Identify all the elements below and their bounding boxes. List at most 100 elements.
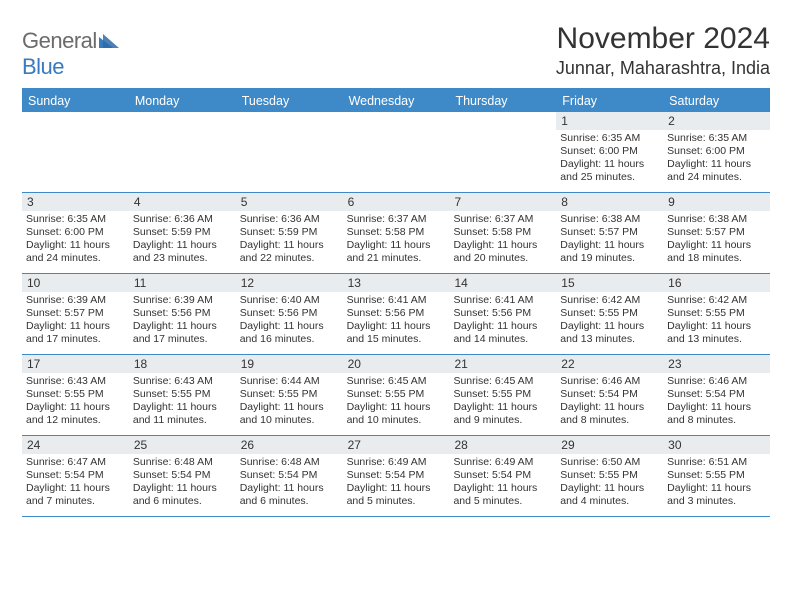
day-number: 27 — [343, 436, 450, 454]
day-d2: and 8 minutes. — [560, 414, 659, 427]
day-d2: and 6 minutes. — [133, 495, 232, 508]
day-number: 3 — [22, 193, 129, 211]
dayhead-sat: Saturday — [663, 90, 770, 112]
day-d1: Daylight: 11 hours — [667, 401, 766, 414]
day-number: 23 — [663, 355, 770, 373]
day-cell: 6Sunrise: 6:37 AMSunset: 5:58 PMDaylight… — [343, 193, 450, 273]
day-cell: 22Sunrise: 6:46 AMSunset: 5:54 PMDayligh… — [556, 355, 663, 435]
day-d1: Daylight: 11 hours — [560, 401, 659, 414]
day-d2: and 10 minutes. — [347, 414, 446, 427]
day-sunset: Sunset: 5:55 PM — [560, 307, 659, 320]
day-body: Sunrise: 6:43 AMSunset: 5:55 PMDaylight:… — [22, 373, 129, 432]
day-sunset: Sunset: 5:54 PM — [667, 388, 766, 401]
day-body: Sunrise: 6:42 AMSunset: 5:55 PMDaylight:… — [663, 292, 770, 351]
day-sunrise: Sunrise: 6:47 AM — [26, 456, 125, 469]
day-cell: 19Sunrise: 6:44 AMSunset: 5:55 PMDayligh… — [236, 355, 343, 435]
logo-triangle-icon — [97, 35, 121, 54]
day-d1: Daylight: 11 hours — [453, 320, 552, 333]
day-sunset: Sunset: 5:57 PM — [560, 226, 659, 239]
day-d1: Daylight: 11 hours — [240, 482, 339, 495]
day-body: Sunrise: 6:36 AMSunset: 5:59 PMDaylight:… — [236, 211, 343, 270]
dayhead-wed: Wednesday — [343, 90, 450, 112]
day-sunset: Sunset: 5:54 PM — [240, 469, 339, 482]
day-number: 8 — [556, 193, 663, 211]
day-sunrise: Sunrise: 6:45 AM — [453, 375, 552, 388]
day-header-row: Sunday Monday Tuesday Wednesday Thursday… — [22, 90, 770, 112]
day-cell: 17Sunrise: 6:43 AMSunset: 5:55 PMDayligh… — [22, 355, 129, 435]
day-body: Sunrise: 6:38 AMSunset: 5:57 PMDaylight:… — [556, 211, 663, 270]
day-d2: and 19 minutes. — [560, 252, 659, 265]
day-sunset: Sunset: 5:55 PM — [347, 388, 446, 401]
day-cell: 12Sunrise: 6:40 AMSunset: 5:56 PMDayligh… — [236, 274, 343, 354]
day-number: 29 — [556, 436, 663, 454]
day-cell: 2Sunrise: 6:35 AMSunset: 6:00 PMDaylight… — [663, 112, 770, 192]
logo-blue: Blue — [22, 54, 64, 79]
day-body: Sunrise: 6:49 AMSunset: 5:54 PMDaylight:… — [449, 454, 556, 513]
day-number: 12 — [236, 274, 343, 292]
day-body: Sunrise: 6:35 AMSunset: 6:00 PMDaylight:… — [22, 211, 129, 270]
day-d2: and 16 minutes. — [240, 333, 339, 346]
day-body: Sunrise: 6:38 AMSunset: 5:57 PMDaylight:… — [663, 211, 770, 270]
day-sunset: Sunset: 5:54 PM — [453, 469, 552, 482]
day-cell: 29Sunrise: 6:50 AMSunset: 5:55 PMDayligh… — [556, 436, 663, 516]
day-number: 7 — [449, 193, 556, 211]
day-sunrise: Sunrise: 6:37 AM — [453, 213, 552, 226]
day-sunset: Sunset: 5:54 PM — [133, 469, 232, 482]
day-body: Sunrise: 6:35 AMSunset: 6:00 PMDaylight:… — [663, 130, 770, 189]
day-sunrise: Sunrise: 6:35 AM — [560, 132, 659, 145]
day-cell: 11Sunrise: 6:39 AMSunset: 5:56 PMDayligh… — [129, 274, 236, 354]
day-number: 4 — [129, 193, 236, 211]
day-sunset: Sunset: 5:55 PM — [667, 307, 766, 320]
day-d1: Daylight: 11 hours — [26, 482, 125, 495]
day-d1: Daylight: 11 hours — [560, 482, 659, 495]
day-d1: Daylight: 11 hours — [347, 401, 446, 414]
day-cell: 3Sunrise: 6:35 AMSunset: 6:00 PMDaylight… — [22, 193, 129, 273]
day-number: 5 — [236, 193, 343, 211]
day-d1: Daylight: 11 hours — [347, 320, 446, 333]
day-cell: 16Sunrise: 6:42 AMSunset: 5:55 PMDayligh… — [663, 274, 770, 354]
day-sunset: Sunset: 5:54 PM — [560, 388, 659, 401]
day-sunset: Sunset: 5:54 PM — [347, 469, 446, 482]
day-sunrise: Sunrise: 6:35 AM — [26, 213, 125, 226]
day-d2: and 11 minutes. — [133, 414, 232, 427]
day-number: 13 — [343, 274, 450, 292]
day-d1: Daylight: 11 hours — [26, 239, 125, 252]
day-sunset: Sunset: 5:56 PM — [453, 307, 552, 320]
week-row: 1Sunrise: 6:35 AMSunset: 6:00 PMDaylight… — [22, 112, 770, 193]
day-sunset: Sunset: 6:00 PM — [667, 145, 766, 158]
day-d1: Daylight: 11 hours — [133, 401, 232, 414]
day-d1: Daylight: 11 hours — [667, 482, 766, 495]
day-sunrise: Sunrise: 6:39 AM — [133, 294, 232, 307]
title-block: November 2024 Junnar, Maharashtra, India — [556, 22, 770, 79]
day-d2: and 5 minutes. — [347, 495, 446, 508]
day-body: Sunrise: 6:41 AMSunset: 5:56 PMDaylight:… — [449, 292, 556, 351]
day-cell — [343, 112, 450, 192]
day-sunrise: Sunrise: 6:43 AM — [26, 375, 125, 388]
day-sunrise: Sunrise: 6:37 AM — [347, 213, 446, 226]
day-sunrise: Sunrise: 6:41 AM — [453, 294, 552, 307]
day-body: Sunrise: 6:50 AMSunset: 5:55 PMDaylight:… — [556, 454, 663, 513]
day-number: 19 — [236, 355, 343, 373]
day-d2: and 8 minutes. — [667, 414, 766, 427]
week-row: 10Sunrise: 6:39 AMSunset: 5:57 PMDayligh… — [22, 274, 770, 355]
day-d2: and 7 minutes. — [26, 495, 125, 508]
logo-text: General Blue — [22, 28, 121, 80]
day-sunset: Sunset: 5:55 PM — [26, 388, 125, 401]
day-d1: Daylight: 11 hours — [133, 239, 232, 252]
day-d2: and 21 minutes. — [347, 252, 446, 265]
day-sunrise: Sunrise: 6:42 AM — [667, 294, 766, 307]
day-body: Sunrise: 6:43 AMSunset: 5:55 PMDaylight:… — [129, 373, 236, 432]
day-cell: 4Sunrise: 6:36 AMSunset: 5:59 PMDaylight… — [129, 193, 236, 273]
day-sunrise: Sunrise: 6:45 AM — [347, 375, 446, 388]
logo-general: General — [22, 28, 97, 53]
day-d2: and 23 minutes. — [133, 252, 232, 265]
day-body: Sunrise: 6:49 AMSunset: 5:54 PMDaylight:… — [343, 454, 450, 513]
day-body: Sunrise: 6:39 AMSunset: 5:56 PMDaylight:… — [129, 292, 236, 351]
day-cell: 7Sunrise: 6:37 AMSunset: 5:58 PMDaylight… — [449, 193, 556, 273]
day-d1: Daylight: 11 hours — [347, 482, 446, 495]
day-number: 20 — [343, 355, 450, 373]
day-d2: and 25 minutes. — [560, 171, 659, 184]
day-sunrise: Sunrise: 6:50 AM — [560, 456, 659, 469]
day-body: Sunrise: 6:39 AMSunset: 5:57 PMDaylight:… — [22, 292, 129, 351]
week-row: 17Sunrise: 6:43 AMSunset: 5:55 PMDayligh… — [22, 355, 770, 436]
